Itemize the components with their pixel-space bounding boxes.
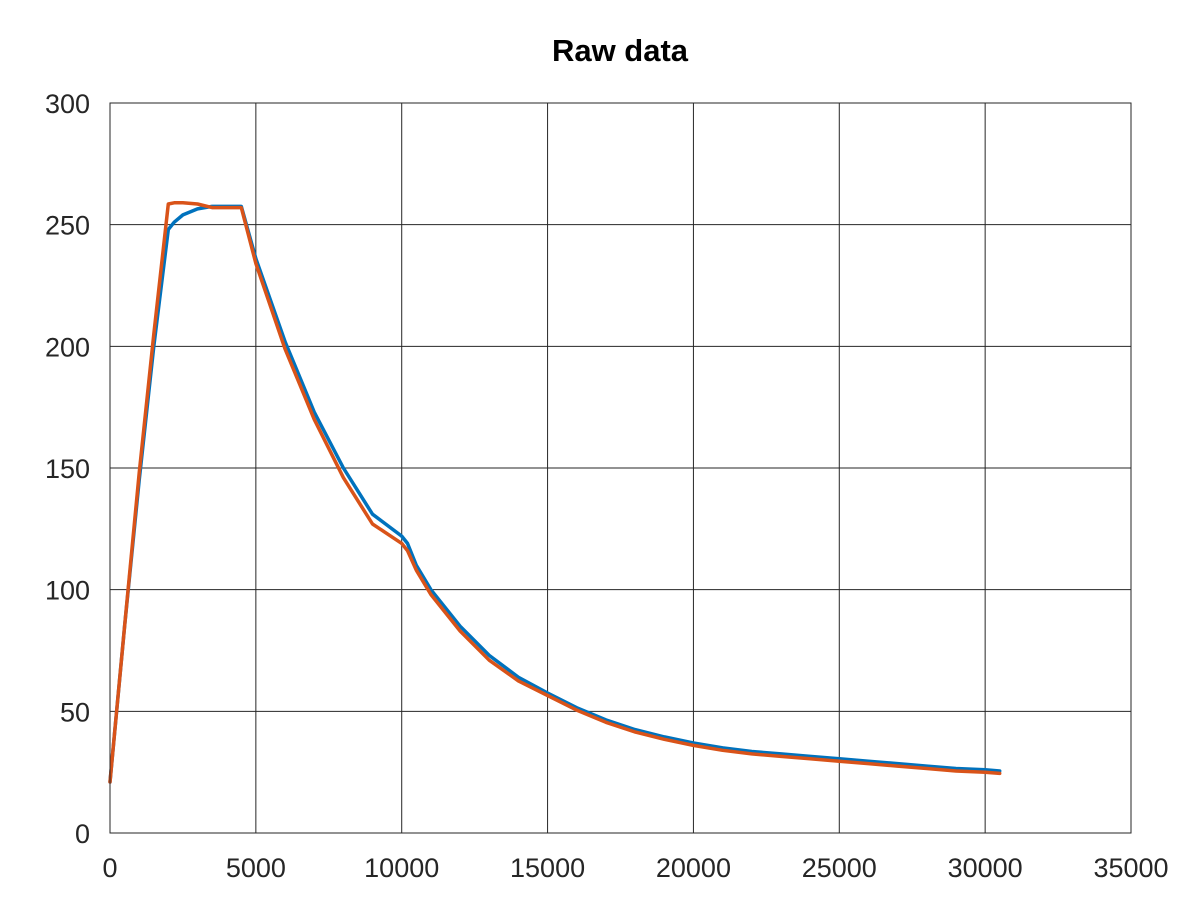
series-line-1	[108, 204, 1002, 784]
y-tick-label: 50	[60, 697, 90, 727]
x-tick-label: 20000	[656, 853, 731, 883]
y-tick-label: 150	[45, 454, 90, 484]
x-tick-label: 15000	[510, 853, 585, 883]
y-axis-ticks: 0 50 100 150 200 250 300	[45, 89, 90, 849]
series-layer	[108, 201, 1002, 784]
y-tick-label: 100	[45, 576, 90, 606]
x-tick-label: 30000	[948, 853, 1023, 883]
x-tick-label: 35000	[1093, 853, 1168, 883]
chart-title: Raw data	[552, 33, 689, 68]
x-tick-label: 25000	[802, 853, 877, 883]
x-tick-label: 10000	[364, 853, 439, 883]
series-line-2	[108, 201, 1002, 784]
plot-frame	[109, 102, 1132, 834]
y-tick-label: 0	[75, 819, 90, 849]
y-tick-label: 200	[45, 332, 90, 362]
x-tick-label: 0	[102, 853, 117, 883]
y-tick-label: 300	[45, 89, 90, 119]
x-tick-label: 5000	[226, 853, 286, 883]
plot-frame-layer	[109, 102, 1132, 834]
grid-layer	[110, 103, 1131, 833]
y-tick-label: 250	[45, 211, 90, 241]
x-axis-ticks: 0 5000 10000 15000 20000 25000 30000 35000	[102, 853, 1168, 883]
